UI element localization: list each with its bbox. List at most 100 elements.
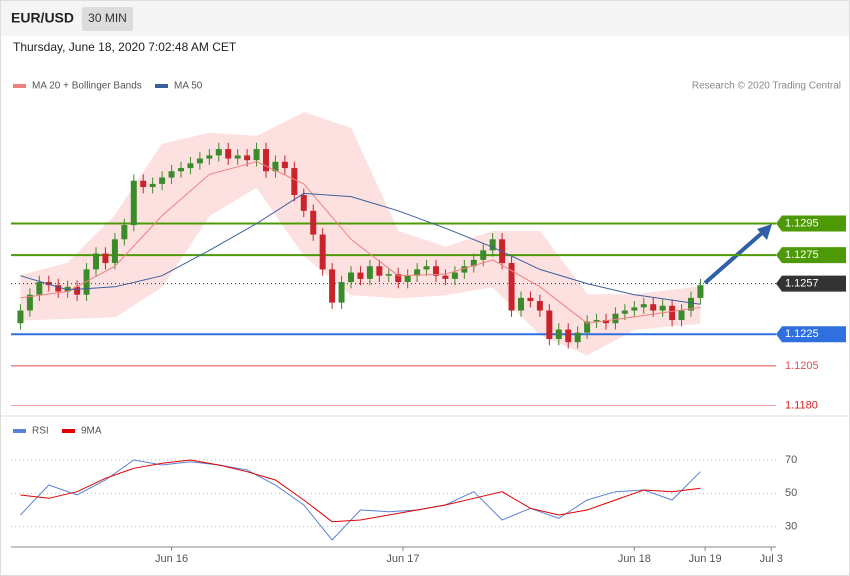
x-tick-label: Jun 17: [386, 553, 419, 565]
candle-body: [168, 171, 175, 178]
x-tick-label: Jun 19: [689, 553, 722, 565]
candle-body: [395, 274, 402, 283]
candle-body: [366, 266, 373, 279]
candle-body: [659, 305, 666, 311]
candle-body: [263, 149, 269, 172]
candle-body: [215, 149, 222, 156]
candle-body: [603, 320, 609, 324]
x-tick-label: Jul 3: [760, 553, 783, 565]
y-tick-label: 30: [785, 521, 797, 533]
candle-body: [121, 225, 128, 240]
candle-body: [357, 272, 364, 279]
candle-body: [140, 180, 147, 188]
candle-body: [64, 286, 71, 292]
symbol: EUR/USD: [11, 10, 74, 26]
candle-body: [206, 155, 213, 159]
candle-body: [17, 310, 24, 324]
legend-swatch: [13, 429, 26, 433]
candle-body: [584, 321, 591, 333]
candle-body: [518, 297, 524, 311]
candle-body: [640, 304, 647, 308]
candle-body: [612, 313, 619, 324]
x-tick-label: Jun 18: [618, 553, 651, 565]
bollinger-lower: [20, 186, 701, 356]
candle-body: [650, 304, 657, 311]
candle-body: [574, 332, 581, 343]
datetime: Thursday, June 18, 2020 7:02:48 AM CET: [13, 40, 237, 54]
level-label: 1.1257: [785, 278, 819, 290]
legend-swatch: [155, 84, 168, 88]
bollinger-upper: [20, 112, 701, 296]
candle-body: [688, 297, 694, 311]
candle-body: [234, 155, 241, 159]
candle-body: [74, 286, 81, 295]
candle-body: [329, 269, 336, 303]
level-label-box: [776, 215, 846, 232]
interval[interactable]: 30 MIN: [88, 11, 127, 25]
candle-body: [130, 180, 137, 226]
candle-body: [272, 161, 279, 172]
candle-body: [244, 155, 251, 161]
candle-body: [442, 275, 449, 279]
indicator-line: [20, 459, 701, 523]
candle-body: [348, 272, 354, 283]
level-label-box: [776, 275, 846, 292]
candle-body: [300, 194, 307, 211]
level-label-box: [776, 326, 846, 343]
candle-body: [414, 269, 421, 276]
candle-body: [593, 320, 600, 322]
candle-body: [621, 310, 628, 314]
candle-body: [291, 168, 298, 195]
ma-line: [20, 192, 701, 305]
candle-body: [423, 266, 430, 270]
forecast-arrowhead: [757, 224, 772, 240]
credit: Research © 2020 Trading Central: [692, 81, 841, 92]
candle-body: [376, 266, 383, 276]
y-tick-label: 50: [785, 487, 797, 499]
candle-body: [669, 305, 676, 321]
candle-body: [631, 307, 638, 311]
candle-body: [489, 239, 496, 251]
legend-swatch: [62, 429, 75, 433]
level-label: 1.1180: [785, 399, 818, 411]
candle-body: [470, 259, 477, 267]
candle-body: [178, 168, 184, 172]
candle-body: [338, 282, 345, 303]
candle-body: [385, 274, 392, 276]
candle-body: [451, 272, 458, 279]
candle-body: [310, 210, 317, 235]
candle-body: [26, 294, 33, 311]
indicator-line: [20, 459, 701, 541]
level-label: 1.1275: [785, 249, 819, 261]
candle-body: [45, 282, 52, 286]
candle-body: [111, 239, 118, 264]
interval-badge[interactable]: [82, 7, 133, 31]
y-tick-label: 70: [785, 454, 797, 466]
level-label: 1.1205: [785, 360, 819, 372]
level-label-box: [776, 247, 846, 264]
candle-body: [55, 285, 62, 292]
candle-body: [102, 253, 109, 264]
candle-body: [253, 149, 260, 161]
forecast-arrow: [703, 231, 764, 285]
legend-swatch: [13, 84, 26, 88]
candle-body: [527, 297, 534, 302]
legend-label: MA 20 + Bollinger Bands: [32, 81, 142, 92]
legend-label: 9MA: [81, 426, 102, 437]
candle-body: [546, 310, 553, 340]
candle-body: [565, 329, 572, 343]
ma-line: [20, 161, 701, 324]
candle-body: [196, 158, 203, 164]
candle-body: [404, 275, 411, 283]
candle-body: [536, 301, 543, 311]
candle-body: [508, 263, 515, 311]
candle-body: [36, 282, 43, 295]
legend-label: MA 50: [174, 81, 203, 92]
level-label: 1.1225: [785, 328, 819, 340]
candle-body: [93, 253, 99, 270]
candle-body: [281, 161, 288, 169]
candle-body: [319, 234, 326, 270]
x-tick-label: Jun 16: [155, 553, 188, 565]
candle-body: [461, 266, 468, 273]
